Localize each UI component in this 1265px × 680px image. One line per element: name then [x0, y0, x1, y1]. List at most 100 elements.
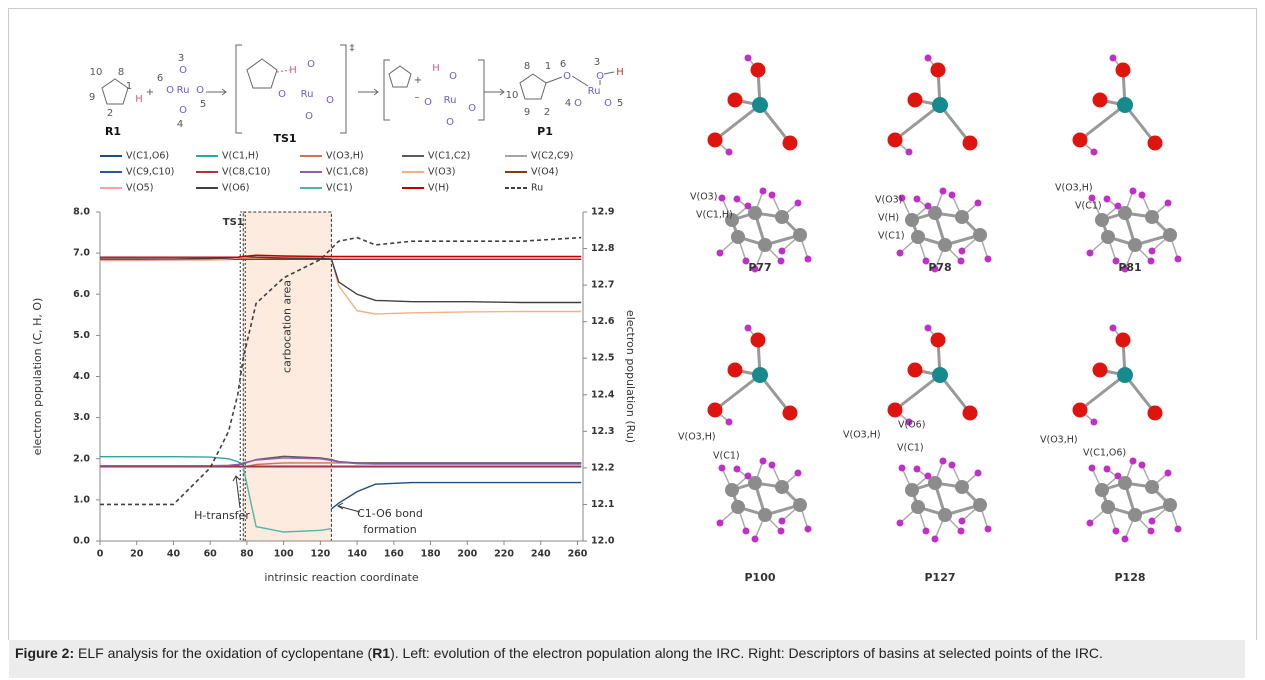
compound-label: TS1 — [273, 132, 296, 145]
atom-label: 5 — [200, 99, 206, 110]
atom — [778, 517, 786, 525]
x-tick-label: 60 — [204, 549, 218, 560]
atom-label: O — [563, 71, 571, 82]
legend-label: V(O3,H) — [326, 151, 364, 162]
atom — [1109, 54, 1117, 62]
caption-label: Figure 2: — [15, 645, 75, 661]
y-tick-label: 0.0 — [73, 536, 90, 547]
atom — [1095, 483, 1109, 497]
x-tick-label: 240 — [531, 549, 551, 560]
atom — [1086, 519, 1094, 527]
atom — [955, 210, 969, 224]
y-tick-label: 2.0 — [73, 453, 90, 464]
series-line — [100, 254, 582, 258]
atom — [752, 97, 768, 113]
atom — [707, 132, 723, 148]
bond — [1079, 103, 1126, 142]
y-tick-label: 7.0 — [73, 248, 90, 259]
atom — [777, 527, 785, 535]
basin-label: V(O3) — [875, 195, 902, 206]
series-line — [100, 456, 244, 466]
atom — [905, 213, 919, 227]
atom-label: O — [574, 98, 582, 109]
x-tick-label: 100 — [274, 549, 294, 560]
x-tick-label: 40 — [167, 549, 181, 560]
atom — [1109, 324, 1117, 332]
bond — [714, 373, 761, 412]
atom — [742, 527, 750, 535]
atom — [1114, 202, 1122, 210]
bond — [938, 104, 972, 144]
x-tick-label: 180 — [421, 549, 441, 560]
atom — [727, 92, 743, 108]
x-tick-label: 160 — [384, 549, 404, 560]
atom-label: 4 — [177, 119, 183, 130]
snapshot-label: P100 — [744, 571, 775, 584]
y-tick-label: 5.0 — [73, 330, 90, 341]
caption-bold: R1 — [372, 645, 391, 661]
legend-label: V(O5) — [126, 183, 153, 194]
bond — [938, 374, 972, 414]
atom — [1088, 464, 1096, 472]
atom — [793, 498, 807, 512]
atom — [1115, 62, 1131, 78]
y2-tick-label: 12.5 — [591, 353, 614, 364]
atom-label: O — [604, 98, 612, 109]
atom — [938, 508, 952, 522]
atom — [793, 228, 807, 242]
y-axis-label: electron population (C, H, O) — [31, 298, 44, 456]
atom — [948, 191, 956, 199]
atom — [1164, 469, 1172, 477]
atom — [744, 324, 752, 332]
atom — [707, 402, 723, 418]
basin-label: V(O3) — [690, 192, 717, 203]
atom — [716, 249, 724, 257]
x-tick-label: 200 — [457, 549, 477, 560]
y2-tick-label: 12.6 — [591, 316, 615, 327]
atom — [794, 469, 802, 477]
atom-label: O — [179, 105, 187, 116]
atom-label: 3 — [594, 57, 600, 68]
atom-label: 2 — [107, 108, 113, 119]
basin-label: V(C1) — [897, 443, 924, 454]
atom — [1088, 194, 1096, 202]
atom — [1138, 191, 1146, 199]
atom — [1101, 230, 1115, 244]
atom — [731, 230, 745, 244]
atom — [744, 202, 752, 210]
atom — [1174, 525, 1182, 533]
atom — [932, 367, 948, 383]
atom-label: H — [135, 94, 143, 105]
atom — [744, 54, 752, 62]
basin-label: V(C1) — [713, 451, 740, 462]
atom-label: O — [449, 71, 457, 82]
atom — [984, 525, 992, 533]
atom — [759, 457, 767, 465]
atom — [1117, 97, 1133, 113]
legend-label: V(C1) — [326, 183, 353, 194]
atom — [962, 135, 978, 151]
series-line — [330, 481, 582, 510]
atom — [1145, 480, 1159, 494]
atom-label: O — [305, 111, 313, 122]
atom-label: Ru — [588, 86, 601, 97]
x-tick-label: 140 — [347, 549, 367, 560]
y-tick-label: 8.0 — [73, 207, 90, 218]
atom — [768, 191, 776, 199]
atom-label: H — [289, 65, 297, 76]
legend-label: V(C1,H) — [222, 151, 259, 162]
basin-label: V(O3,H) — [1055, 183, 1093, 194]
atom — [958, 517, 966, 525]
atom-label: H — [616, 67, 624, 78]
atom — [928, 206, 942, 220]
atom-label: O — [278, 89, 286, 100]
atom — [725, 418, 733, 426]
atom — [775, 480, 789, 494]
bond — [894, 373, 941, 412]
atom — [718, 194, 726, 202]
atom — [1147, 135, 1163, 151]
compound-label: R1 — [105, 125, 121, 138]
atom — [1112, 527, 1120, 535]
atom-label: O — [326, 95, 334, 106]
atom-label: 9 — [89, 92, 95, 103]
